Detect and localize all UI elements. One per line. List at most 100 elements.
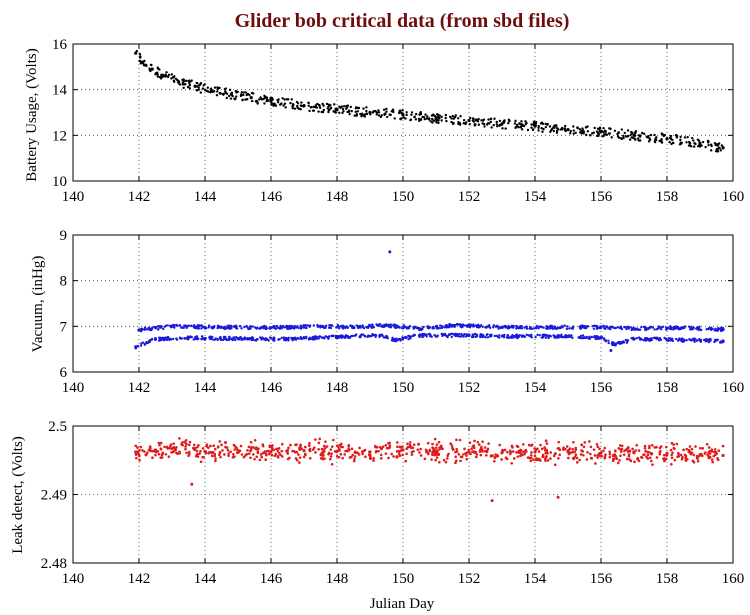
vacuum-vacuum-lower-band-point: [311, 337, 314, 340]
leak-leak-detect-point: [487, 442, 490, 445]
battery-battery-voltage-point: [671, 141, 675, 145]
battery-battery-voltage-point: [197, 88, 201, 91]
vacuum-vacuum-lower-band-point: [404, 335, 407, 339]
battery-battery-voltage-point: [322, 104, 325, 107]
battery-battery-voltage-point: [249, 96, 253, 100]
vacuum-vacuum-lower-band-point: [585, 335, 588, 339]
battery-battery-voltage-point: [307, 101, 310, 105]
leak-leak-detect-point: [475, 453, 479, 456]
vacuum-vacuum-upper-band-point: [240, 327, 243, 330]
vacuum-vacuum-upper-band-point: [660, 327, 663, 331]
battery-x-tick-label: 148: [326, 189, 349, 205]
leak-leak-detect-point: [406, 445, 410, 449]
leak-leak-detect-point: [397, 452, 401, 456]
vacuum-vacuum-lower-band-point: [663, 336, 666, 340]
leak-leak-detect-point: [233, 455, 236, 458]
battery-battery-voltage-point: [626, 129, 630, 132]
vacuum-vacuum-upper-band-point: [341, 326, 344, 329]
battery-battery-voltage-point: [241, 98, 244, 102]
vacuum-vacuum-upper-band-point: [464, 324, 467, 327]
leak-leak-detect-point: [511, 450, 515, 453]
leak-leak-detect-point: [143, 450, 146, 453]
leak-leak-detect-point: [684, 454, 688, 458]
vacuum-vacuum-upper-band-point: [156, 328, 160, 331]
battery-battery-voltage-point: [696, 144, 700, 148]
leak-leak-detect-point: [145, 453, 148, 457]
vacuum-vacuum-lower-band-point: [538, 333, 541, 337]
vacuum-vacuum-lower-band-point: [485, 333, 489, 337]
battery-battery-voltage-point: [530, 126, 533, 129]
battery-battery-voltage-point: [150, 63, 153, 67]
battery-battery-voltage-point: [456, 117, 460, 120]
battery-x-tick-label: 150: [392, 189, 415, 205]
leak-leak-detect-point: [332, 438, 335, 442]
vacuum-vacuum-lower-band-point: [164, 336, 168, 340]
vacuum-vacuum-upper-band-point: [196, 327, 199, 330]
leak-leak-detect-point: [669, 448, 673, 452]
leak-leak-detect-point: [581, 450, 585, 453]
battery-battery-voltage-point: [401, 113, 405, 117]
battery-battery-voltage-point: [156, 66, 159, 69]
leak-leak-detect-point: [529, 459, 533, 463]
leak-leak-detect-point: [603, 455, 607, 459]
vacuum-vacuum-lower-band-point: [251, 336, 255, 340]
battery-battery-voltage-point: [586, 130, 590, 133]
vacuum-vacuum-lower-band-point: [139, 344, 143, 347]
leak-leak-detect-point: [455, 447, 458, 451]
vacuum-vacuum-lower-band-point: [239, 335, 242, 339]
battery-battery-voltage-point: [471, 117, 475, 120]
vacuum-vacuum-upper-band-point: [716, 329, 719, 332]
leak-leak-detect-point: [388, 446, 391, 449]
battery-battery-voltage-point: [246, 92, 250, 96]
battery-battery-voltage-point: [572, 125, 575, 128]
leak-leak-detect-point: [255, 447, 259, 451]
leak-leak-detect-point: [229, 450, 232, 454]
vacuum-vacuum-upper-band-point: [302, 326, 305, 329]
leak-leak-detect-point: [556, 447, 560, 450]
battery-battery-voltage-point: [228, 88, 232, 92]
leak-leak-detect-point: [184, 447, 187, 451]
battery-battery-voltage-point: [159, 77, 163, 80]
battery-battery-voltage-point: [665, 137, 669, 141]
leak-leak-detect-point: [479, 447, 483, 451]
vacuum-vacuum-upper-band-point: [497, 327, 500, 330]
battery-battery-voltage-point: [360, 115, 363, 118]
leak-leak-detect-point: [568, 447, 572, 450]
chart-title: Glider bob critical data (from sbd files…: [235, 10, 570, 32]
leak-x-tick-label: 142: [128, 571, 151, 587]
leak-leak-detect-point: [622, 453, 626, 456]
vacuum-vacuum-upper-band-point: [281, 324, 285, 328]
vacuum-vacuum-lower-band-point: [219, 336, 222, 339]
leak-leak-detect-point: [433, 437, 437, 441]
vacuum-vacuum-upper-band-point: [290, 326, 294, 329]
leak-leak-detect-point: [395, 441, 399, 444]
battery-battery-voltage-point: [495, 123, 499, 126]
vacuum-vacuum-upper-band-point: [488, 324, 491, 327]
leak-leak-detect-point: [574, 446, 578, 450]
battery-battery-voltage-point: [414, 112, 418, 116]
vacuum-vacuum-lower-band-point: [645, 336, 649, 340]
leak-leak-detect-point: [620, 447, 624, 451]
leak-leak-detect-point: [431, 451, 434, 454]
leak-leak-outliers-point: [190, 482, 194, 486]
leak-leak-detect-point: [515, 451, 518, 454]
battery-battery-voltage-point: [713, 142, 717, 145]
leak-leak-detect-point: [645, 455, 648, 459]
battery-battery-voltage-point: [321, 102, 324, 106]
battery-battery-voltage-point: [680, 142, 683, 145]
leak-leak-detect-point: [465, 457, 469, 461]
battery-battery-voltage-point: [619, 136, 623, 140]
battery-x-tick-label: 146: [260, 189, 283, 205]
battery-battery-voltage-point: [546, 122, 549, 126]
battery-battery-voltage-point: [489, 120, 493, 124]
vacuum-vacuum-lower-band-point: [209, 335, 212, 338]
battery-battery-voltage-point: [385, 107, 388, 111]
battery-battery-voltage-point: [429, 120, 432, 123]
vacuum-vacuum-upper-band-point: [595, 327, 599, 330]
leak-leak-detect-point: [553, 463, 557, 467]
battery-battery-voltage-point: [148, 68, 151, 72]
battery-battery-voltage-point: [647, 140, 651, 143]
vacuum-vacuum-lower-band-point: [571, 336, 574, 340]
leak-leak-detect-point: [216, 445, 220, 449]
battery-battery-voltage-point: [410, 113, 413, 116]
